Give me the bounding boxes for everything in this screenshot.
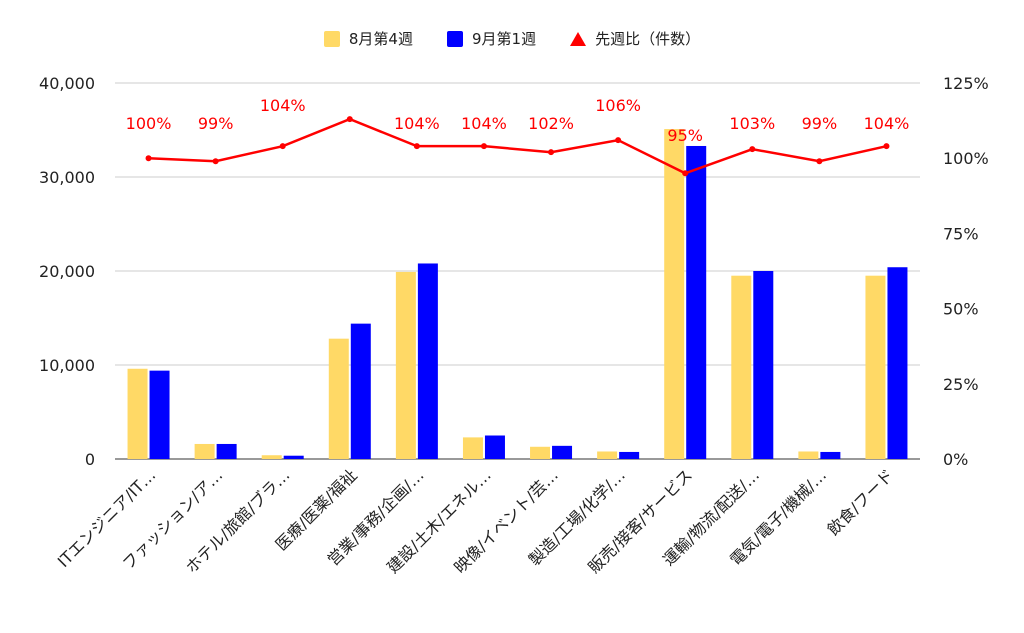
bar-series-1 [261,455,282,459]
right-axis-tick-label: 100% [943,149,989,168]
right-axis-tick-label: 50% [943,300,979,319]
bar-series-1 [194,443,215,459]
line-point [749,146,756,153]
right-axis-tick-label: 0% [943,450,968,469]
line-data-label: 99% [198,114,234,133]
bar-series-2 [350,323,371,459]
line-point [682,170,689,177]
line-data-label: 104% [864,114,910,133]
right-axis-tick-label: 75% [943,224,979,243]
left-axis-tick-label: 20,000 [39,262,95,281]
line-data-label: 104% [260,96,306,115]
bar-series-2 [552,445,573,459]
legend-item-series-2[interactable]: 9月第1週 [446,28,537,49]
line-data-label: 95% [667,126,703,145]
line-point [145,155,152,162]
bar-series-1 [328,338,349,459]
bar-series-2 [216,443,237,459]
line-data-label: 104% [461,114,507,133]
legend-item-line[interactable]: 先週比（件数） [570,28,700,49]
line-point [346,116,353,123]
legend-swatch-series-2 [446,30,463,47]
left-axis-tick-label: 0 [85,450,95,469]
chart-legend: 8月第4週 9月第1週 先週比（件数） [0,28,1024,49]
triangle-icon [570,31,587,46]
bar-series-1 [664,129,685,459]
x-axis-category-label: 飲食/フード [823,465,897,539]
line-point [413,143,420,150]
bar-series-1 [865,275,886,459]
right-axis-tick-label: 25% [943,375,979,394]
bar-series-2 [484,435,505,459]
bar-series-2 [149,370,170,459]
line-point [883,143,890,150]
bar-series-1 [127,368,148,459]
line-data-label: 106% [595,96,641,115]
line-data-label: 102% [528,114,574,133]
left-axis-tick-label: 40,000 [39,74,95,93]
bar-series-1 [462,437,483,459]
legend-label-series-1: 8月第4週 [348,30,413,48]
right-axis-tick-label: 125% [943,74,989,93]
bar-series-2 [753,271,774,459]
bar-series-2 [820,451,841,459]
line-data-label: 104% [394,114,440,133]
legend-label-series-2: 9月第1週 [471,30,537,48]
bar-series-1 [597,451,618,459]
line-data-label: 103% [729,114,775,133]
line-point [615,137,622,144]
line-point [212,158,219,165]
bar-series-1 [530,446,551,459]
legend-swatch-series-1 [323,30,340,47]
left-axis-tick-label: 30,000 [39,168,95,187]
legend-label-line: 先週比（件数） [595,30,701,48]
bar-series-2 [619,451,640,459]
bar-series-2 [887,267,908,459]
line-point [279,143,286,150]
line-series [148,117,887,175]
bar-series-1 [731,275,752,459]
line-data-label: 99% [802,114,838,133]
bar-series-2 [417,263,438,459]
bar-series-1 [798,451,819,459]
bar-series-1 [395,271,416,459]
bar-series-2 [283,455,304,459]
bar-series-2 [686,145,707,460]
line-point [480,143,487,150]
line-point [816,158,823,165]
legend-item-series-1[interactable]: 8月第4週 [323,28,413,49]
left-axis-tick-label: 10,000 [39,356,95,375]
line-point [548,149,555,156]
line-data-label: 100% [126,114,172,133]
